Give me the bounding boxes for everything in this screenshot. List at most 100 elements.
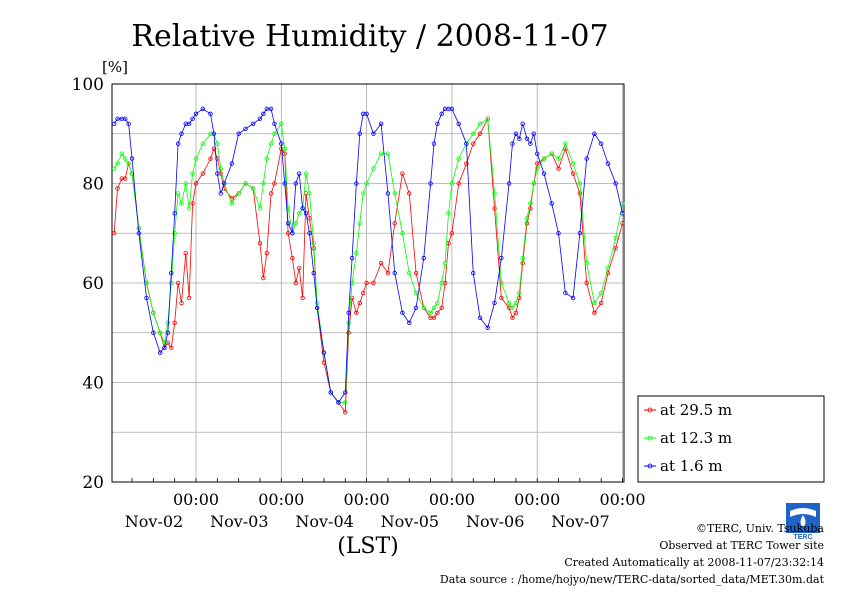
series-point bbox=[605, 161, 611, 166]
series-point bbox=[510, 305, 515, 311]
series-point bbox=[115, 161, 120, 166]
series-point bbox=[257, 206, 263, 211]
series-point bbox=[392, 221, 397, 226]
series-point bbox=[111, 166, 117, 171]
series-point bbox=[186, 206, 192, 211]
y-tick-labels: 20 40 60 80 100 bbox=[72, 75, 104, 493]
series-point bbox=[321, 350, 327, 355]
series-point bbox=[620, 221, 625, 226]
series-point bbox=[392, 270, 397, 276]
series-point bbox=[123, 156, 128, 161]
series-point bbox=[570, 171, 576, 176]
series-point bbox=[236, 191, 241, 196]
series-point bbox=[556, 231, 561, 236]
series-point bbox=[413, 290, 419, 296]
series-point bbox=[385, 191, 391, 196]
series-point bbox=[577, 191, 583, 196]
series-point bbox=[169, 280, 174, 286]
series-point bbox=[169, 345, 174, 350]
series-point bbox=[563, 290, 568, 296]
series-point bbox=[510, 315, 515, 321]
series-point bbox=[236, 131, 241, 136]
series-point bbox=[268, 141, 274, 146]
series-point bbox=[282, 181, 287, 186]
series-point bbox=[549, 151, 554, 156]
series-point bbox=[439, 280, 444, 286]
series-point bbox=[179, 300, 184, 306]
series-point bbox=[279, 141, 284, 146]
series-point bbox=[193, 181, 199, 186]
series-point bbox=[293, 181, 299, 186]
series-point bbox=[421, 305, 426, 311]
series-point bbox=[268, 106, 274, 112]
y-tick-label: 60 bbox=[82, 274, 104, 294]
series-point bbox=[282, 146, 287, 151]
series-point bbox=[492, 300, 497, 306]
series-point bbox=[371, 166, 376, 171]
series-point bbox=[517, 136, 522, 141]
series-point bbox=[190, 201, 195, 206]
series-point bbox=[297, 211, 302, 216]
series-point bbox=[293, 221, 299, 226]
series-point bbox=[471, 131, 476, 136]
series-point bbox=[584, 156, 589, 161]
series-point bbox=[293, 280, 299, 286]
y-tick-label: 100 bbox=[72, 75, 104, 95]
series-point bbox=[524, 136, 530, 141]
series-point bbox=[336, 400, 341, 405]
series-point bbox=[300, 206, 305, 211]
series-point bbox=[371, 280, 376, 286]
series-point bbox=[172, 211, 177, 216]
series-point bbox=[303, 171, 309, 176]
logo-wave bbox=[790, 508, 816, 517]
series-point bbox=[407, 270, 412, 276]
series-point bbox=[157, 330, 163, 335]
series-point bbox=[598, 290, 604, 296]
series-point bbox=[413, 305, 419, 311]
series-point bbox=[272, 121, 277, 126]
series-point bbox=[471, 270, 476, 276]
series-point bbox=[215, 171, 220, 176]
x-tick-date: Nov-07 bbox=[551, 512, 609, 531]
series-point bbox=[577, 231, 583, 236]
series-point bbox=[123, 176, 128, 181]
series-point bbox=[357, 221, 362, 226]
series-point bbox=[449, 231, 455, 236]
legend-label: at 12.3 m bbox=[660, 429, 732, 447]
series-point bbox=[151, 310, 156, 316]
series-point bbox=[285, 221, 291, 226]
series-point bbox=[272, 131, 277, 136]
series-point bbox=[186, 121, 192, 126]
series-point bbox=[111, 121, 117, 126]
series-point bbox=[620, 211, 625, 216]
series-point bbox=[407, 320, 412, 325]
series-point bbox=[208, 111, 213, 117]
series-point bbox=[328, 390, 333, 395]
series-point bbox=[439, 305, 444, 311]
series-point bbox=[229, 201, 235, 206]
series-point bbox=[165, 330, 171, 335]
series-point bbox=[531, 131, 536, 136]
series-point bbox=[290, 255, 295, 261]
x-tick-labels: 00:00 Nov-02 00:00 Nov-03 00:00 Nov-04 00:00 No… bbox=[125, 490, 646, 531]
site-text: Observed at TERC Tower site bbox=[659, 539, 824, 552]
series-point bbox=[264, 156, 269, 161]
series-line bbox=[113, 118, 623, 403]
series-point bbox=[354, 250, 359, 256]
series-point bbox=[343, 400, 348, 405]
series-point bbox=[123, 116, 128, 122]
series-point bbox=[477, 121, 483, 126]
series-point bbox=[577, 181, 583, 186]
series-point bbox=[250, 186, 256, 191]
series-point bbox=[211, 131, 217, 136]
x-tick-time: 00:00 bbox=[599, 490, 645, 509]
series-point bbox=[357, 300, 362, 306]
series-1 bbox=[111, 116, 625, 405]
series-point bbox=[528, 206, 533, 211]
series-point bbox=[510, 141, 515, 146]
series-point bbox=[378, 121, 384, 126]
plot-frame bbox=[111, 83, 625, 483]
series-point bbox=[413, 270, 419, 276]
series-0 bbox=[111, 116, 625, 415]
